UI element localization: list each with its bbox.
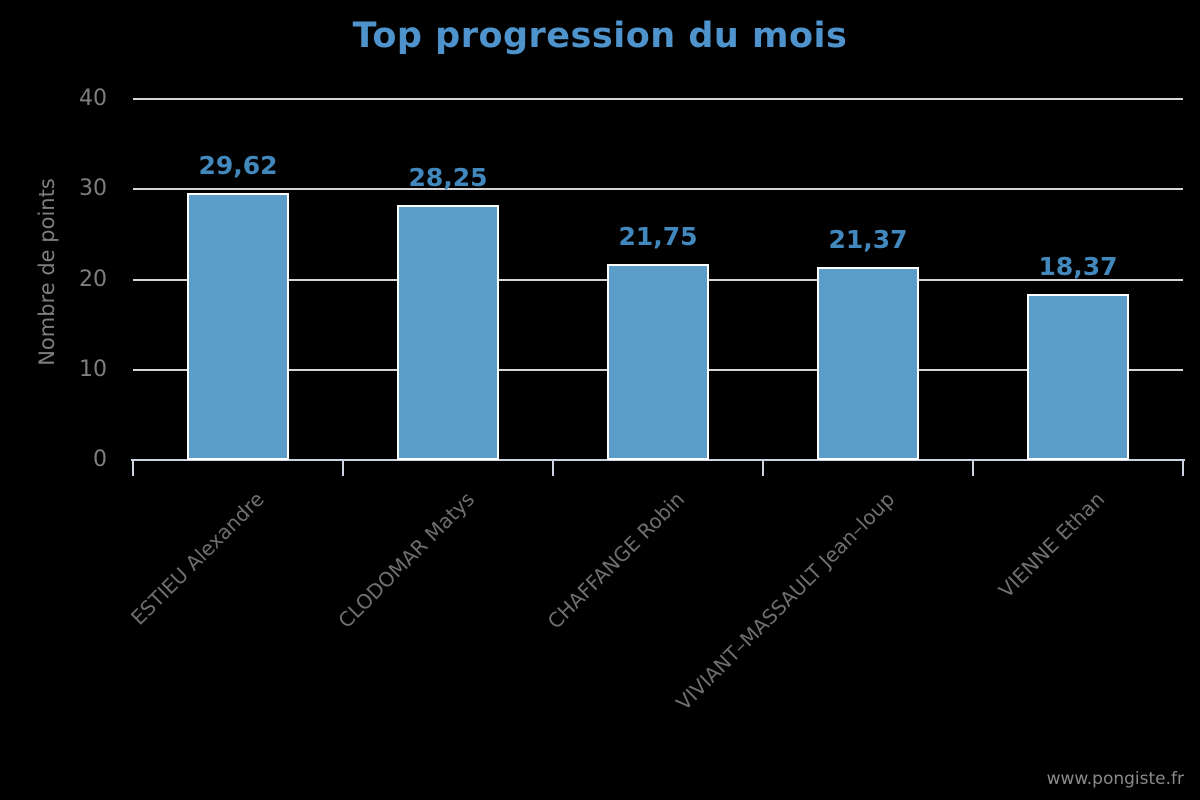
y-tick-label: 30 [79,176,107,202]
bar [1027,294,1129,460]
bar [397,205,499,460]
bar [607,263,709,460]
x-category-label: CLODOMAR Matys [333,487,479,633]
y-tick-label: 20 [79,266,107,292]
bar [187,192,289,460]
x-category-label: VIVIANT–MASSAULT Jean–loup [671,487,899,715]
y-tick-label: 10 [79,356,107,382]
x-axis-line [131,459,1185,461]
bar-value-label: 21,75 [618,221,698,251]
grid-line [133,188,1183,191]
y-tick-label: 40 [79,86,107,111]
bar-value-label: 28,25 [408,163,488,193]
x-category-label: CHAFFANGE Robin [542,487,689,634]
y-axis-title: Nombre de points [35,178,59,366]
bar-value-label: 21,37 [828,225,908,255]
x-axis-tick [972,461,974,476]
x-axis-tick [1182,461,1184,476]
bar [817,267,919,460]
x-axis-tick [132,461,134,476]
grid-line [133,98,1183,100]
y-tick-label: 0 [93,447,107,472]
bar-value-label: 18,37 [1038,252,1118,282]
x-axis-tick [552,461,554,476]
watermark-url: www.pongiste.fr [1046,769,1184,789]
bar-value-label: 29,62 [198,150,278,180]
x-category-label: ESTIEU Alexandre [126,487,269,630]
chart-title: Top progression du mois [352,16,848,56]
x-category-label: VIENNE Ethan [993,487,1109,603]
x-axis-tick [762,461,764,476]
x-axis-tick [342,461,344,476]
